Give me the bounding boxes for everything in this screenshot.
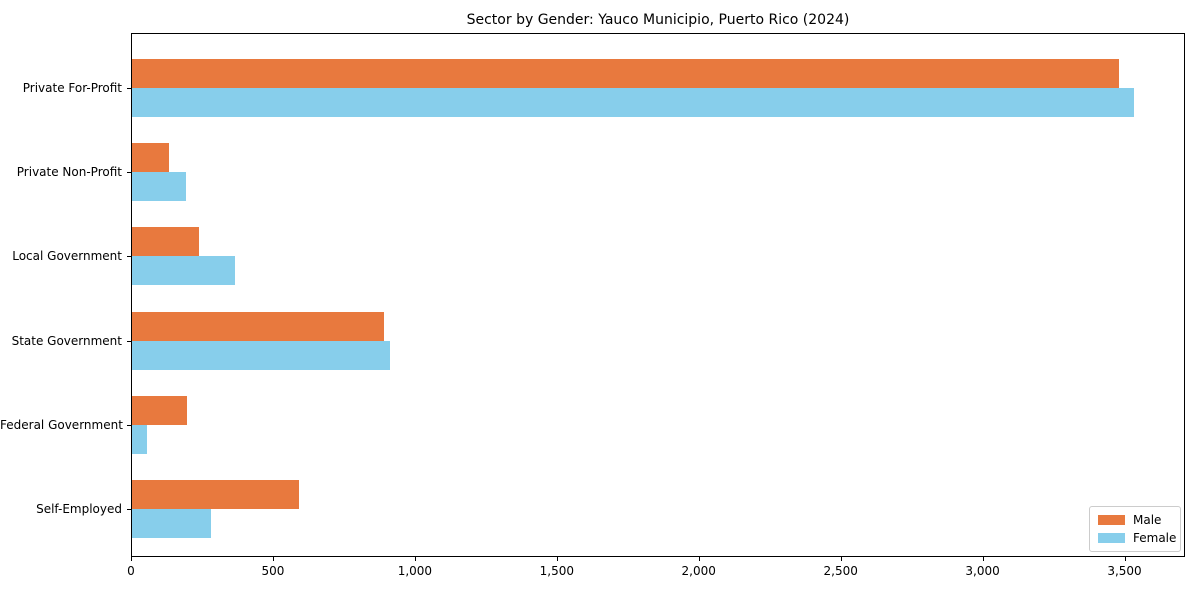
legend-entry-male: Male [1098,513,1172,527]
bar-male-private-for-profit [132,59,1120,88]
plot-area [131,33,1185,557]
bar-female-state-government [132,340,390,370]
legend-label-female: Female [1133,530,1177,545]
legend: Male Female [1089,506,1181,552]
x-axis-tick-label: 2,000 [681,564,716,578]
y-tick-mark [127,509,131,510]
bar-female-local-government [132,256,235,286]
x-axis-tick-label: 500 [261,564,285,578]
x-axis-tick-label: 0 [127,564,135,578]
bar-female-private-for-profit [132,88,1134,117]
y-axis-label-state-government: State Government [11,333,122,348]
x-tick-mark [1124,557,1126,561]
x-tick-mark [131,557,132,561]
legend-entry-female: Female [1098,531,1176,545]
x-axis-tick-label: 1,500 [539,564,574,578]
x-axis-tick-label: 3,000 [965,564,1000,578]
bar-male-state-government [132,311,384,341]
male-color-swatch [1098,515,1125,526]
y-axis-label-federal-government: Federal Government [0,417,123,432]
x-axis-tick-label: 1,000 [397,564,433,578]
legend-label-male: Male [1133,513,1162,528]
y-tick-mark [127,424,131,426]
x-tick-mark [556,557,558,561]
y-axis-label-self-employed: Self-Employed [36,502,122,516]
x-tick-mark [982,557,984,561]
bar-female-self-employed [132,509,211,538]
bar-male-federal-government [132,395,187,425]
y-tick-mark [127,88,131,89]
bar-male-private-non-profit [132,143,169,173]
y-axis-label-private-non-profit: Private Non-Profit [16,165,122,180]
y-tick-mark [127,256,131,258]
bar-female-private-non-profit [132,172,186,202]
x-axis-tick-label: 3,500 [1107,564,1142,578]
x-axis-tick-label: 2,500 [823,564,858,578]
y-tick-mark [127,340,131,342]
bar-female-federal-government [132,424,147,454]
x-tick-mark [414,557,416,561]
y-axis-label-private-for-profit: Private For-Profit [22,81,122,95]
chart-title: Sector by Gender: Yauco Municipio, Puert… [466,12,850,28]
x-tick-mark [840,557,842,561]
bar-male-local-government [132,227,199,257]
y-tick-mark [127,172,131,174]
x-tick-mark [272,557,274,561]
bar-male-self-employed [132,480,299,509]
x-tick-mark [698,557,700,561]
y-axis-label-local-government: Local Government [12,249,122,264]
female-color-swatch [1098,532,1125,543]
